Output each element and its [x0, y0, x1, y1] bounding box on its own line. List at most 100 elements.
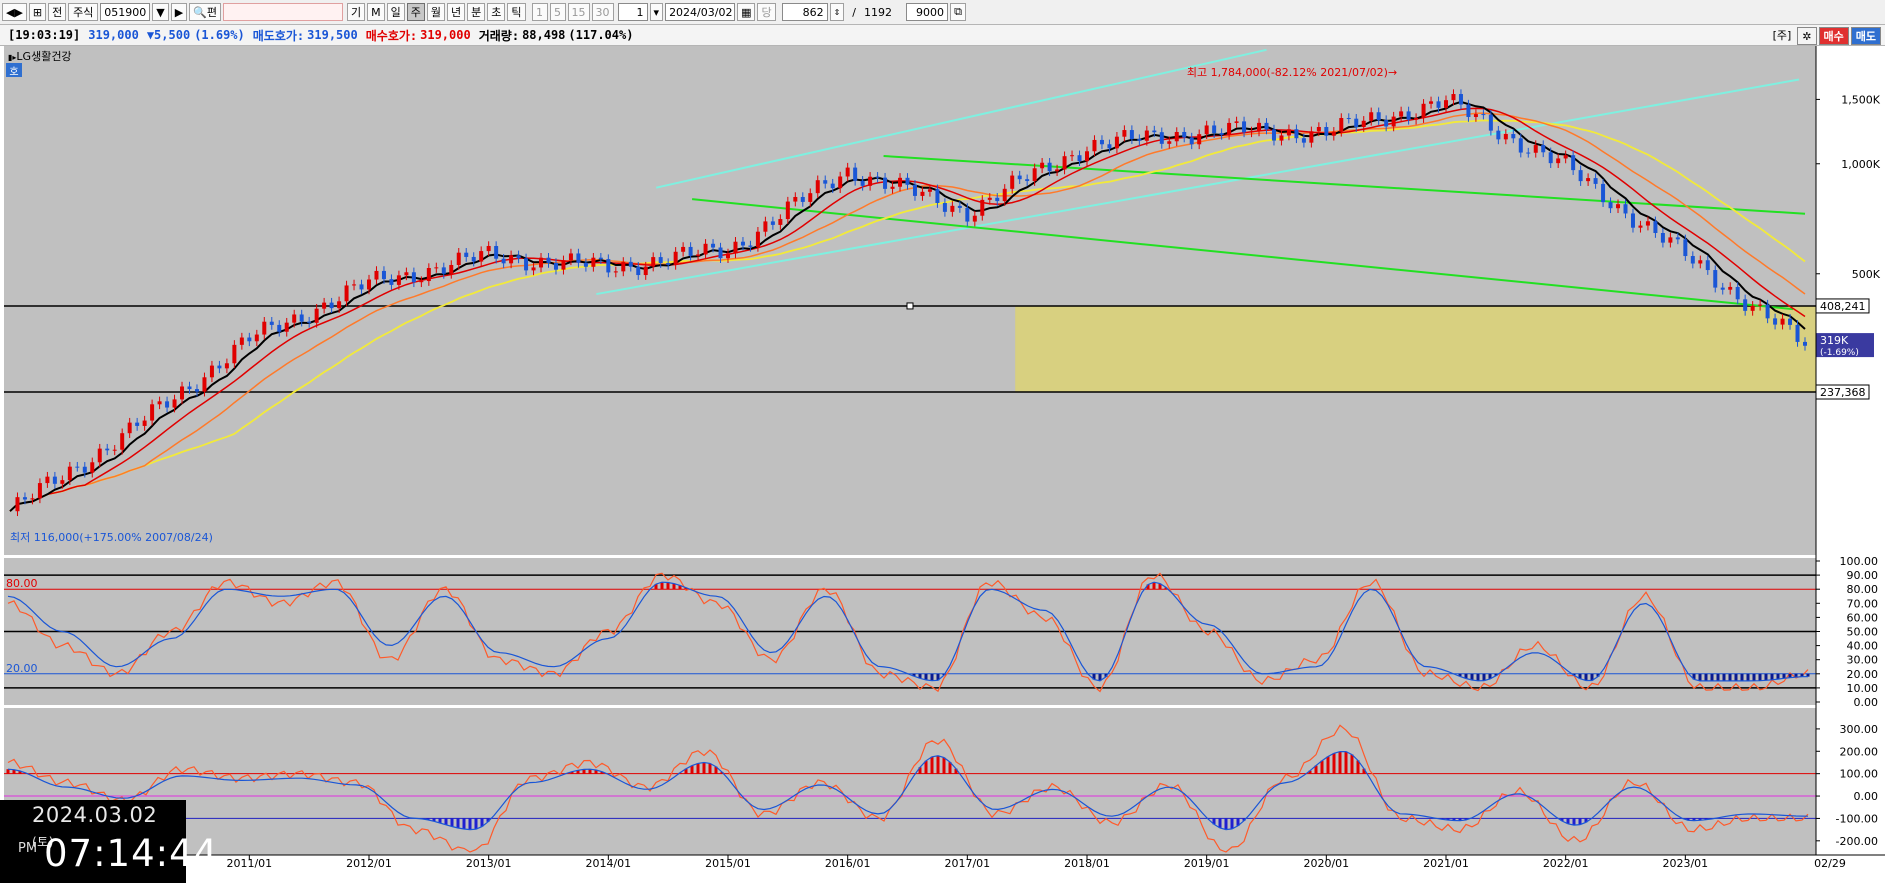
candle-body: [1713, 270, 1718, 288]
date-input[interactable]: 2024/03/02: [665, 3, 736, 21]
prev-next-button[interactable]: ◀▶: [2, 3, 27, 21]
chart-settings-icon[interactable]: ⧉: [950, 3, 967, 21]
candle-body: [359, 284, 364, 290]
candle-body: [957, 205, 962, 208]
period-tick-button[interactable]: 틱: [507, 3, 526, 21]
candle-body: [1616, 204, 1621, 209]
minute-1-button[interactable]: 1: [531, 3, 548, 21]
sell-button[interactable]: 매도: [1850, 27, 1881, 45]
next-stock-button[interactable]: ▶: [170, 3, 188, 21]
period-label-m[interactable]: M: [367, 3, 385, 21]
candle-body: [1503, 133, 1508, 140]
channel-upper-line: [655, 48, 1267, 189]
candle-body: [1182, 131, 1187, 138]
candle-body: [1758, 304, 1763, 306]
calendar-icon[interactable]: ▦: [737, 3, 756, 21]
stochastic-tick-label: 60.00: [1847, 611, 1879, 624]
time-tick-label: 2015/01: [705, 857, 751, 870]
candles-group: [15, 89, 1807, 517]
candle-body: [501, 258, 506, 264]
shown-bars-stepper[interactable]: ⇕: [829, 3, 845, 21]
candle-body: [1324, 127, 1329, 136]
period-second-button[interactable]: 초: [487, 3, 506, 21]
bid-label: 매수호가:: [365, 28, 418, 43]
candle-body: [209, 365, 214, 378]
period-week-button[interactable]: 주: [406, 3, 425, 21]
period-day-button[interactable]: 일: [386, 3, 405, 21]
candle-body: [546, 257, 551, 263]
current-button[interactable]: 당: [757, 3, 776, 21]
stock-type-badge: [주]: [1772, 29, 1792, 42]
stochastic-tick-label: 0.00: [1854, 696, 1879, 709]
candle-body: [606, 259, 611, 273]
candle-body: [1571, 155, 1576, 171]
candle-body: [142, 420, 147, 426]
candle-body: [524, 258, 529, 271]
cci-tick-label: 300.00: [1840, 723, 1879, 736]
candle-body: [1421, 103, 1426, 119]
candle-body: [1286, 129, 1291, 136]
quote-settings-icon[interactable]: ✲: [1797, 27, 1817, 45]
candle-body: [763, 221, 768, 232]
stock-search-input[interactable]: [223, 3, 344, 21]
candle-body: [1541, 145, 1546, 153]
candle-body: [441, 267, 446, 274]
level-low-label: 237,368: [1820, 386, 1866, 399]
stock-chart[interactable]: 최고 1,784,000(-82.12% 2021/07/02)→ 최저 116,…: [0, 46, 1885, 885]
code-dropdown-button[interactable]: ▼: [152, 3, 169, 21]
bars-count-input[interactable]: 9000: [906, 3, 949, 21]
candle-body: [1436, 101, 1441, 108]
buy-button[interactable]: 매수: [1818, 27, 1849, 45]
candle-body: [696, 254, 701, 256]
candle-body: [1129, 130, 1134, 140]
candle-body: [1361, 120, 1366, 128]
search-edit-button[interactable]: 🔍편: [189, 3, 222, 21]
candle-body: [748, 245, 753, 247]
candle-body: [1234, 121, 1239, 123]
stock-code-input[interactable]: 051900: [100, 3, 151, 21]
cci-tick-label: -200.00: [1836, 835, 1878, 848]
candle-body: [539, 257, 544, 268]
interval-dropdown-button[interactable]: ▾: [649, 3, 664, 21]
candle-body: [127, 422, 132, 434]
candle-body: [830, 183, 835, 189]
interval-count-input[interactable]: 1: [617, 3, 648, 21]
minute-15-button[interactable]: 15: [567, 3, 590, 21]
candle-body: [449, 264, 454, 274]
volume-value: 88,498: [522, 28, 566, 42]
candle-body: [1085, 151, 1089, 162]
candle-body: [553, 262, 558, 270]
period-minute-button[interactable]: 분: [467, 3, 486, 21]
stock-tag[interactable]: 호: [6, 63, 22, 78]
candle-body: [823, 180, 828, 184]
candle-body: [381, 270, 386, 280]
layout-button[interactable]: ⊞: [28, 3, 47, 21]
candle-body: [1391, 116, 1396, 127]
stock-name-text: LG생활건강: [16, 50, 72, 63]
period-month-button[interactable]: 월: [426, 3, 446, 21]
candle-body: [1788, 318, 1793, 325]
time-axis-panel: [0, 855, 1885, 885]
candle-body: [299, 314, 304, 322]
clock-weekday: (토): [32, 835, 54, 849]
candle-body: [1601, 183, 1606, 203]
candle-body: [666, 263, 671, 265]
stochastic-tick-label: 40.00: [1847, 640, 1879, 653]
market-select[interactable]: 주식: [68, 3, 99, 21]
period-year-button[interactable]: 년: [447, 3, 466, 21]
candle-body: [1803, 341, 1807, 346]
candle-body: [681, 246, 686, 252]
all-button[interactable]: 전: [48, 3, 67, 21]
shown-bars-input[interactable]: 862: [781, 3, 828, 21]
candle-body: [808, 193, 813, 202]
candle-body: [1511, 133, 1516, 139]
candle-body: [456, 252, 461, 265]
candle-body: [1376, 112, 1381, 121]
total-bars: 1192: [864, 5, 893, 19]
minute-30-button[interactable]: 30: [591, 3, 614, 21]
minute-5-button[interactable]: 5: [549, 3, 566, 21]
price-tick-label: 500K: [1852, 268, 1881, 281]
candle-body: [1249, 131, 1254, 133]
candle-body: [815, 180, 820, 194]
period-label-gi[interactable]: 기: [347, 3, 366, 21]
